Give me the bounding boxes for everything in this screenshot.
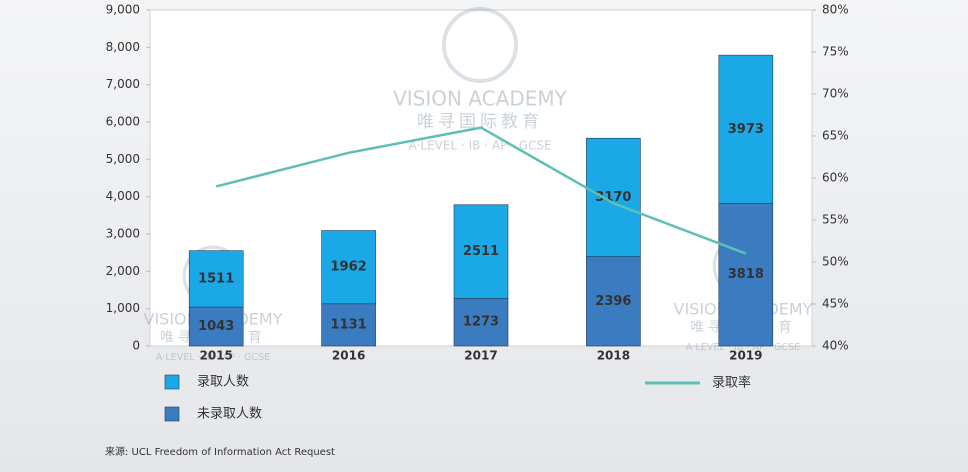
- bar-segment: [321, 230, 376, 305]
- y-tick-label: 6,000: [106, 115, 140, 129]
- bar-segment: [586, 137, 641, 257]
- watermark: A·LEVEL · IB · AP · GCSE: [408, 139, 551, 153]
- y2-tick-label: 80%: [822, 3, 849, 17]
- watermark: VISION ACADEMY: [393, 87, 568, 111]
- data-label: 1962: [331, 260, 367, 275]
- data-label: 3818: [728, 267, 764, 282]
- y2-tick-label: 45%: [822, 297, 849, 311]
- bar-segment: [188, 306, 244, 347]
- data-label: 2396: [595, 294, 631, 309]
- y2-tick-label: 65%: [822, 129, 849, 143]
- legend-label: 未录取人数: [197, 407, 262, 422]
- x-tick-label: 2016: [332, 349, 365, 363]
- y2-tick-label: 55%: [822, 213, 849, 227]
- y2-tick-label: 75%: [822, 45, 849, 59]
- bar-segment: [188, 250, 244, 308]
- y-tick-label: 5,000: [106, 152, 140, 166]
- y2-tick-label: 40%: [822, 339, 849, 353]
- y-tick-label: 8,000: [106, 40, 140, 54]
- bar-segment: [453, 204, 509, 299]
- watermark: A·LEVEL · IB · AP · GCSE: [686, 342, 800, 353]
- y-tick-label: 7,000: [106, 77, 140, 91]
- data-label: 1131: [331, 317, 367, 332]
- y-tick-label: 0: [132, 339, 140, 353]
- y-tick-label: 3,000: [106, 227, 140, 241]
- y2-tick-label: 60%: [822, 171, 849, 185]
- bar-segment: [453, 298, 509, 347]
- bar-segment: [321, 303, 376, 347]
- data-label: 3973: [728, 122, 764, 137]
- y-tick-label: 9,000: [106, 3, 140, 17]
- watermark: 唯寻国际教育: [417, 112, 543, 132]
- legend-swatch: [164, 374, 180, 390]
- x-tick-label: 2015: [199, 349, 232, 363]
- legend-label: 录取人数: [197, 375, 249, 390]
- data-label: 1043: [198, 319, 234, 334]
- y2-tick-label: 70%: [822, 87, 849, 101]
- x-tick-label: 2017: [464, 349, 497, 363]
- x-tick-label: 2019: [729, 349, 762, 363]
- data-label: 2511: [463, 244, 499, 259]
- watermark-logo: [442, 7, 518, 83]
- y-tick-label: 4,000: [106, 189, 140, 203]
- data-label: 1511: [198, 271, 234, 286]
- y-tick-label: 2,000: [106, 264, 140, 278]
- y-tick-label: 1,000: [106, 301, 140, 315]
- data-label: 1273: [463, 315, 499, 330]
- bar-segment: [718, 54, 774, 204]
- x-tick-label: 2018: [597, 349, 630, 363]
- legend-swatch: [164, 406, 180, 422]
- y2-tick-label: 50%: [822, 255, 849, 269]
- data-label: 3170: [595, 190, 631, 205]
- bar-segment: [718, 203, 774, 347]
- source-note: 来源: UCL Freedom of Information Act Reque…: [105, 445, 335, 458]
- legend-label: 录取率: [712, 375, 751, 391]
- watermark: A·LEVEL · IB · AP · GCSE: [156, 352, 270, 363]
- line: [215, 126, 747, 255]
